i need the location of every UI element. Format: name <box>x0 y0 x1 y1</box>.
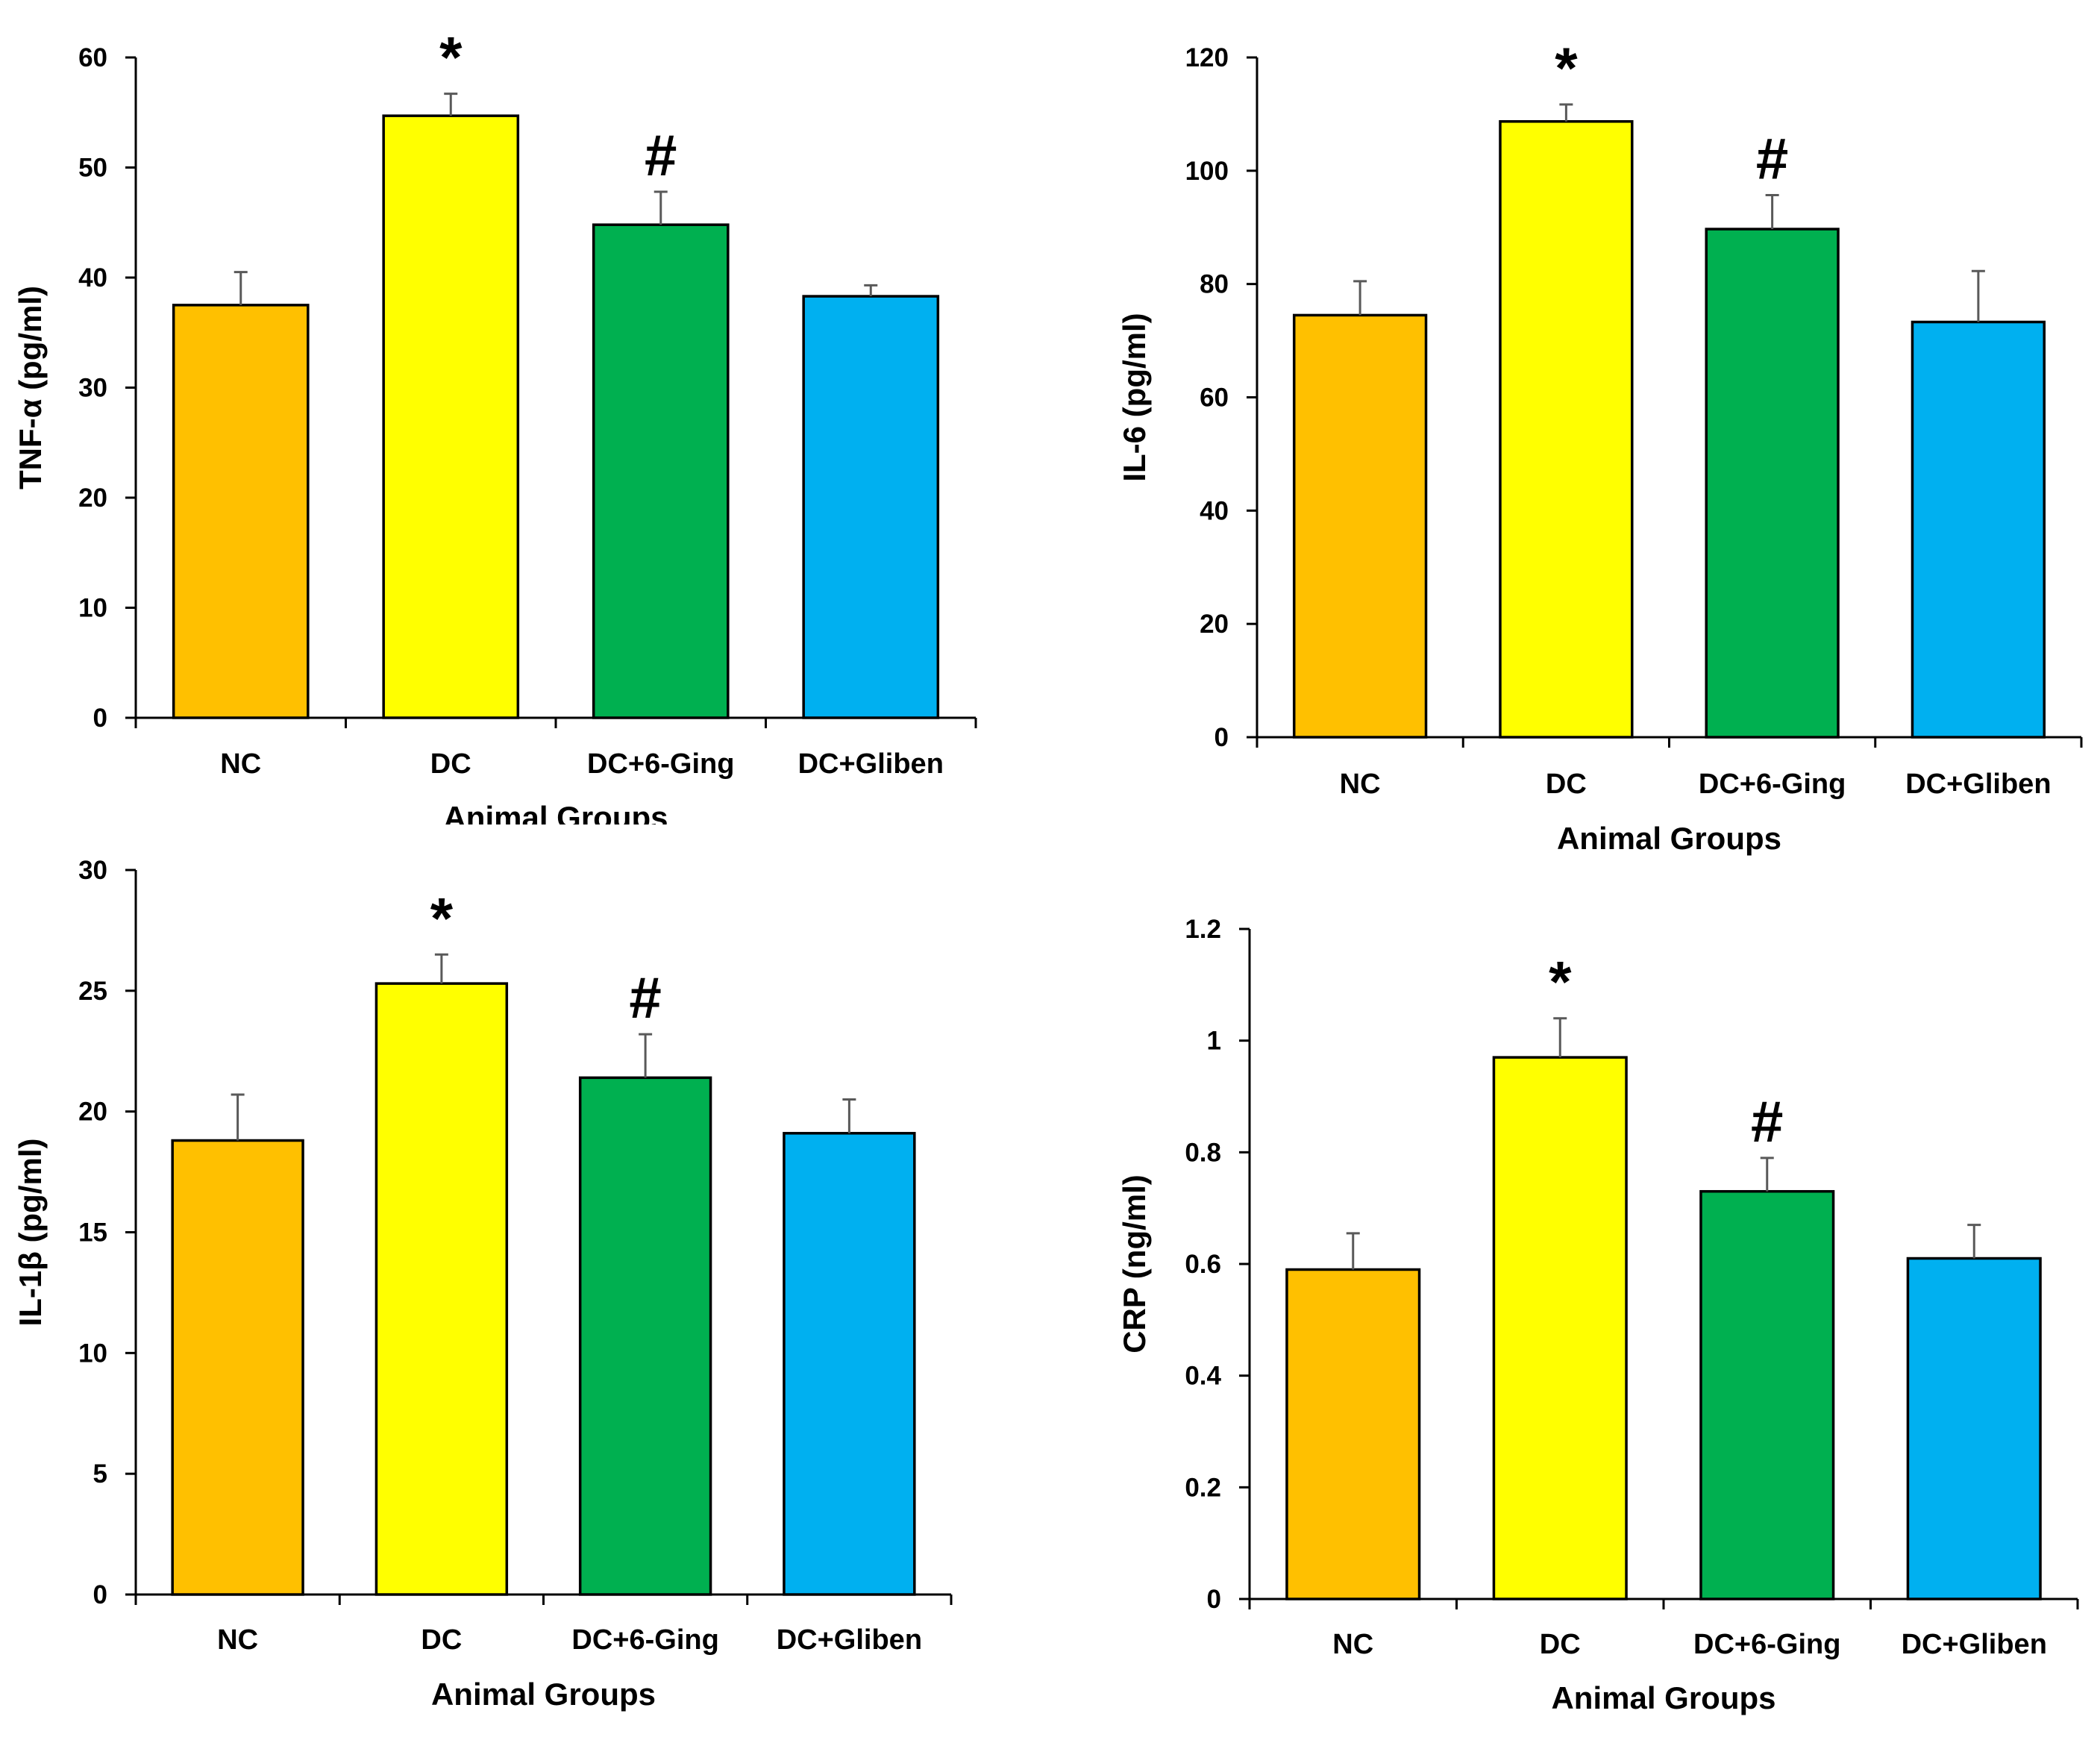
crp-significance-asterisk: * <box>1549 949 1572 1015</box>
tnf-alpha-y-tick-label: 20 <box>78 484 107 513</box>
il-6-bar-dc-gliben <box>1911 320 2046 739</box>
crp-y-tick-label: 1 <box>1207 1027 1221 1056</box>
il-1-beta-chart-panel: 0 5 10 15 20 25 30 NC DC * DC+6-Ging # DC+Gliben Anim… <box>0 824 1000 1739</box>
crp-category-label: DC+Gliben <box>1902 1629 2047 1660</box>
il-6-category-label: DC+Gliben <box>1905 769 2051 800</box>
crp-bar-nc <box>1285 1268 1421 1600</box>
crp-bar-chart: 0 0.2 0.4 0.6 0.8 1 1.2 NC DC * DC+6-Ging # DC+Glibe… <box>1117 915 2079 1715</box>
tnf-alpha-category-label: NC <box>220 748 261 780</box>
il-6-y-tick-label: 60 <box>1200 384 1229 413</box>
crp-category-label: DC+6-Ging <box>1693 1629 1840 1660</box>
tnf-alpha-y-tick-label: 50 <box>78 154 107 183</box>
crp-y-tick-label: 0.8 <box>1185 1138 1221 1167</box>
il-6-bar-dc <box>1499 120 1634 739</box>
crp-bar-dc <box>1492 1056 1628 1600</box>
tnf-alpha-x-axis-title: Animal Groups <box>443 800 668 824</box>
crp-y-tick-label: 0 <box>1207 1585 1221 1614</box>
crp-y-tick-label: 0.4 <box>1185 1362 1221 1391</box>
crp-bar-dc-gliben <box>1906 1257 2042 1600</box>
il-1-beta-significance-hash: # <box>629 965 661 1030</box>
il-1-beta-y-tick-label: 10 <box>78 1339 107 1368</box>
crp-x-axis-title: Animal Groups <box>1551 1680 1775 1715</box>
il-1-beta-category-label: NC <box>217 1624 258 1656</box>
il-6-significance-hash: # <box>1756 125 1788 191</box>
tnf-alpha-category-label: DC+6-Ging <box>587 748 734 780</box>
crp-y-tick-label: 0.6 <box>1185 1250 1221 1279</box>
il-1-beta-y-tick-label: 20 <box>78 1098 107 1127</box>
crp-y-tick-label: 1.2 <box>1185 915 1221 944</box>
il-6-significance-asterisk: * <box>1555 35 1578 101</box>
il-1-beta-bar-chart: 0 5 10 15 20 25 30 NC DC * DC+6-Ging # DC+Gliben Anim… <box>13 856 953 1712</box>
il-6-y-tick-label: 20 <box>1200 610 1229 639</box>
tnf-alpha-y-tick-label: 60 <box>78 43 107 72</box>
il-1-beta-y-tick-label: 0 <box>93 1580 107 1609</box>
il-6-y-tick-label: 0 <box>1214 723 1229 752</box>
il-1-beta-y-axis-title: IL-1β (pg/ml) <box>13 1139 48 1327</box>
il-6-y-tick-label: 100 <box>1185 157 1229 186</box>
il-1-beta-y-tick-label: 25 <box>78 977 107 1006</box>
tnf-alpha-chart-panel: 0 10 20 30 40 50 60 NC DC * DC+6-Ging # DC+Gliben Ani… <box>0 0 1000 835</box>
il-1-beta-y-tick-label: 5 <box>93 1459 107 1489</box>
il-1-beta-bar-dc-6-ging <box>578 1076 712 1596</box>
il-6-y-tick-label: 80 <box>1200 270 1229 299</box>
il-6-x-axis-title: Animal Groups <box>1557 821 1781 856</box>
crp-bar-dc-6-ging <box>1699 1189 1835 1600</box>
crp-category-label: DC <box>1540 1629 1581 1660</box>
tnf-alpha-significance-hash: # <box>645 122 677 188</box>
tnf-alpha-y-tick-label: 40 <box>78 263 107 292</box>
il-6-category-label: DC+6-Ging <box>1699 769 1846 800</box>
il-6-category-label: DC <box>1546 769 1587 800</box>
tnf-alpha-bar-dc-6-ging <box>592 223 730 719</box>
il-6-chart-panel: 0 20 40 60 80 100 120 NC DC * DC+6-Ging # DC+Gliben A… <box>1104 0 2100 866</box>
tnf-alpha-y-axis-title: TNF-α (pg/ml) <box>13 286 48 489</box>
il-1-beta-category-label: DC <box>421 1624 462 1656</box>
tnf-alpha-y-tick-label: 10 <box>78 594 107 623</box>
il-6-y-tick-label: 120 <box>1185 43 1229 72</box>
il-1-beta-y-tick-label: 15 <box>78 1218 107 1248</box>
il-1-beta-significance-asterisk: * <box>430 885 454 951</box>
il-1-beta-bar-dc <box>374 982 509 1596</box>
il-6-y-tick-label: 40 <box>1200 496 1229 525</box>
tnf-alpha-significance-asterisk: * <box>439 25 463 90</box>
tnf-alpha-bar-chart: 0 10 20 30 40 50 60 NC DC * DC+6-Ging # DC+Gliben Ani… <box>13 25 977 835</box>
crp-category-label: NC <box>1332 1629 1373 1660</box>
il-6-bar-nc <box>1292 313 1428 739</box>
crp-chart-panel: 0 0.2 0.4 0.6 0.8 1 1.2 NC DC * DC+6-Ging # DC+Glibe… <box>1104 866 2100 1739</box>
crp-significance-hash: # <box>1751 1089 1783 1154</box>
il-1-beta-category-label: DC+6-Ging <box>571 1624 718 1656</box>
il-1-beta-bar-nc <box>171 1139 304 1596</box>
tnf-alpha-bar-dc-gliben <box>802 295 940 719</box>
crp-y-axis-title: CRP (ng/ml) <box>1117 1174 1152 1354</box>
il-6-bar-dc-6-ging <box>1705 228 1840 739</box>
il-1-beta-x-axis-title: Animal Groups <box>431 1677 656 1712</box>
tnf-alpha-category-label: DC <box>430 748 471 780</box>
tnf-alpha-bar-nc <box>172 304 310 719</box>
il-1-beta-category-label: DC+Gliben <box>777 1624 922 1656</box>
tnf-alpha-category-label: DC+Gliben <box>798 748 944 780</box>
il-6-y-axis-title: IL-6 (pg/ml) <box>1117 313 1152 481</box>
crp-y-tick-label: 0.2 <box>1185 1473 1221 1502</box>
tnf-alpha-y-tick-label: 0 <box>93 704 107 733</box>
il-1-beta-y-tick-label: 30 <box>78 856 107 885</box>
il-6-category-label: NC <box>1340 769 1381 800</box>
tnf-alpha-bar-dc <box>382 114 520 719</box>
il-1-beta-bar-dc-gliben <box>783 1132 916 1596</box>
tnf-alpha-y-tick-label: 30 <box>78 374 107 403</box>
il-6-bar-chart: 0 20 40 60 80 100 120 NC DC * DC+6-Ging # DC+Gliben A… <box>1117 35 2083 856</box>
